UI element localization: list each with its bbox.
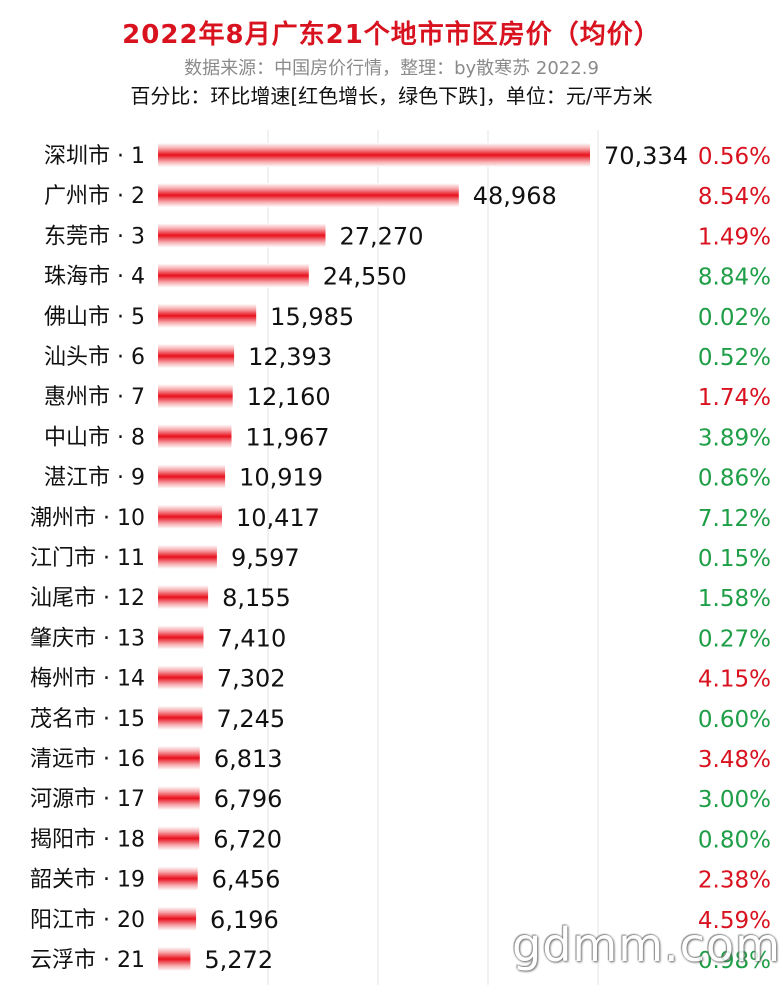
category-label: 中山市 · 8 — [44, 425, 145, 450]
value-label: 6,720 — [213, 825, 282, 853]
value-label: 10,919 — [239, 464, 323, 492]
bar — [158, 786, 200, 811]
bar — [158, 705, 203, 730]
percent-change-label: 1.49% — [698, 224, 771, 250]
value-label: 11,967 — [246, 423, 330, 451]
percent-change-label: 8.54% — [698, 184, 771, 210]
bar — [158, 665, 203, 690]
category-label: 潮州市 · 10 — [30, 506, 145, 531]
percent-change-label: 0.56% — [698, 144, 771, 170]
category-label: 汕尾市 · 12 — [30, 586, 145, 611]
percent-change-label: 3.00% — [698, 787, 771, 813]
value-label: 6,813 — [214, 745, 283, 773]
chart-rows: 深圳市 · 1 70,334 0.56% 广州市 · 2 48,968 8.54% 东莞市 … — [30, 142, 771, 974]
bar — [158, 947, 191, 971]
category-label: 揭阳市 · 18 — [30, 827, 145, 852]
bar — [158, 384, 233, 409]
percent-change-label: 0.60% — [698, 707, 771, 733]
percent-change-label: 0.80% — [698, 827, 771, 853]
value-label: 5,272 — [204, 946, 273, 974]
category-label: 江门市 · 11 — [30, 546, 145, 571]
value-label: 48,968 — [473, 182, 557, 210]
percent-change-label: 1.74% — [698, 385, 771, 411]
percent-change-label: 3.48% — [698, 747, 771, 773]
percent-change-label: 7.12% — [698, 506, 771, 532]
value-label: 12,393 — [248, 343, 332, 371]
chart-note: 百分比：环比增速[红色增长，绿色下跌]，单位：元/平方米 — [130, 84, 653, 108]
category-label: 茂名市 · 15 — [30, 707, 145, 732]
percent-change-label: 0.98% — [698, 948, 771, 974]
gridlines — [267, 130, 599, 985]
bar — [158, 585, 209, 610]
percent-change-label: 0.02% — [698, 305, 771, 331]
category-label: 惠州市 · 7 — [44, 385, 145, 410]
bar — [158, 906, 197, 931]
chart-title: 2022年8月广东21个地市市区房价（均价） — [122, 20, 661, 50]
bar — [158, 143, 590, 167]
percent-change-label: 0.52% — [698, 345, 771, 371]
bar — [158, 545, 217, 569]
bar — [158, 866, 198, 891]
value-label: 6,456 — [212, 866, 281, 894]
value-label: 9,597 — [231, 544, 300, 572]
category-label: 肇庆市 · 13 — [30, 626, 145, 651]
value-label: 10,417 — [236, 504, 320, 532]
value-label: 7,302 — [217, 665, 286, 693]
bar — [158, 464, 226, 489]
percent-change-label: 8.84% — [698, 265, 771, 291]
percent-change-label: 0.27% — [698, 626, 771, 652]
value-label: 70,334 — [604, 142, 688, 170]
category-label: 梅州市 · 14 — [30, 667, 145, 692]
value-label: 8,155 — [222, 584, 291, 612]
category-label: 韶关市 · 19 — [30, 868, 145, 893]
value-label: 15,985 — [270, 303, 354, 331]
category-label: 阳江市 · 20 — [30, 908, 145, 933]
percent-change-label: 0.86% — [698, 466, 771, 492]
percent-change-label: 3.89% — [698, 425, 771, 451]
percent-change-label: 4.59% — [698, 908, 771, 934]
bar — [158, 424, 232, 449]
bar — [158, 625, 204, 650]
bar — [158, 344, 235, 368]
percent-change-label: 4.15% — [698, 667, 771, 693]
value-label: 7,410 — [218, 624, 287, 652]
value-label: 6,796 — [214, 785, 283, 813]
chart-subtitle: 数据来源：中国房价行情，整理：by散寒苏 2022.9 — [184, 58, 599, 79]
bar — [158, 223, 326, 248]
value-label: 6,196 — [210, 906, 279, 934]
bar — [158, 826, 200, 851]
value-label: 24,550 — [323, 263, 407, 291]
value-label: 7,245 — [216, 705, 285, 733]
bar — [158, 303, 257, 328]
bar — [158, 263, 309, 288]
category-label: 珠海市 · 4 — [44, 265, 145, 290]
category-label: 深圳市 · 1 — [44, 144, 145, 169]
percent-change-label: 1.58% — [698, 586, 771, 612]
bar — [158, 746, 200, 770]
category-label: 广州市 · 2 — [44, 184, 145, 209]
category-label: 清远市 · 16 — [30, 747, 145, 772]
category-label: 云浮市 · 21 — [30, 948, 145, 973]
category-label: 湛江市 · 9 — [44, 466, 145, 491]
category-label: 汕头市 · 6 — [44, 345, 145, 370]
percent-change-label: 0.15% — [698, 546, 771, 572]
category-label: 佛山市 · 5 — [44, 305, 145, 330]
percent-change-label: 2.38% — [698, 868, 771, 894]
category-label: 河源市 · 17 — [30, 787, 145, 812]
value-label: 12,160 — [247, 383, 331, 411]
watermark: gdmm.com — [512, 918, 781, 972]
bar — [158, 183, 459, 208]
bar — [158, 504, 222, 529]
value-label: 27,270 — [339, 222, 423, 250]
category-label: 东莞市 · 3 — [44, 224, 145, 249]
